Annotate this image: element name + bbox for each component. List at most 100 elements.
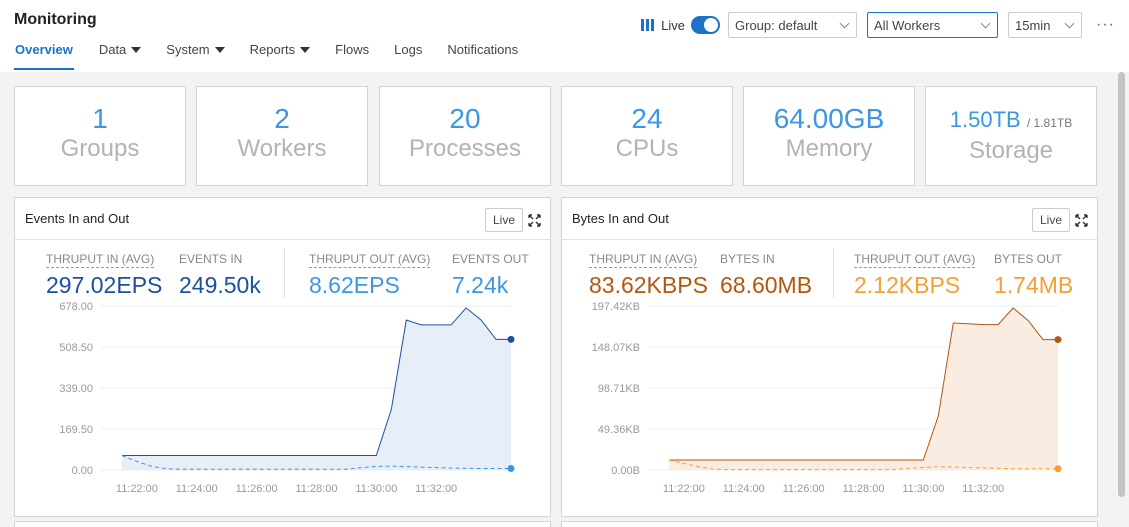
scrollbar-thumb[interactable] <box>1118 72 1125 497</box>
expand-icon[interactable] <box>528 214 541 227</box>
stat-card-storage[interactable]: 1.50TB / 1.81TB Storage <box>925 86 1097 186</box>
stat-value: 1.50TB <box>949 107 1021 132</box>
next-panel-edge <box>561 521 1098 527</box>
stat-card-workers[interactable]: 2 Workers <box>196 86 368 186</box>
tab-flows[interactable]: Flows <box>335 42 369 70</box>
stat-value: 2 <box>274 103 290 134</box>
tab-reports[interactable]: Reports <box>250 42 311 70</box>
x-tick-label: 11:24:00 <box>176 483 218 495</box>
panel-divider <box>562 239 1097 240</box>
live-toggle[interactable] <box>691 16 721 34</box>
stat-value: 64.00GB <box>773 103 885 134</box>
x-tick-label: 11:32:00 <box>415 483 457 495</box>
metric-value: 1.74MB <box>994 272 1074 298</box>
tab-label: Overview <box>15 42 73 57</box>
y-tick-label: 197.42KB <box>592 301 640 313</box>
stat-card-groups[interactable]: 1 Groups <box>14 86 186 186</box>
tab-label: Logs <box>394 42 423 57</box>
metric-thruput-out: THRUPUT OUT (AVG) 8.62EPS <box>309 250 431 299</box>
series-in-line[interactable] <box>668 307 1058 461</box>
bytes-chart[interactable]: 197.42KB 148.07KB 98.71KB 49.36KB 0.00B 11:22… <box>562 298 1097 498</box>
metric-thruput-in: THRUPUT IN (AVG) 83.62KBPS <box>589 250 708 299</box>
metric-bytes-out: BYTES OUT 1.74MB <box>994 250 1073 299</box>
scrollbar[interactable] <box>1115 72 1129 527</box>
tab-label: Flows <box>335 42 370 57</box>
tab-system[interactable]: System <box>166 42 225 70</box>
y-tick-label: 508.50 <box>59 342 93 354</box>
metric-label: THRUPUT IN (AVG) <box>46 252 155 268</box>
y-tick-label: 0.00 <box>72 465 93 477</box>
stat-label: Groups <box>60 135 140 162</box>
workers-select[interactable]: All Workers <box>867 12 999 38</box>
series-out-last-point[interactable] <box>1054 465 1062 473</box>
tab-notifications[interactable]: Notifications <box>447 42 518 70</box>
columns-icon <box>641 19 655 31</box>
x-tick-label: 11:24:00 <box>723 483 765 495</box>
y-tick-label: 169.50 <box>59 424 93 436</box>
metric-value: 249.50k <box>179 272 261 298</box>
header-controls: Live Group: default All Workers 15min ··… <box>641 12 1115 38</box>
caret-down-icon <box>214 47 225 53</box>
stat-label: Storage <box>968 137 1054 164</box>
metric-value: 83.62KBPS <box>589 272 708 298</box>
expand-icon[interactable] <box>1075 214 1088 227</box>
tab-logs[interactable]: Logs <box>394 42 422 70</box>
metric-label: THRUPUT IN (AVG) <box>589 252 698 268</box>
tab-data[interactable]: Data <box>98 42 142 70</box>
live-button[interactable]: Live <box>1031 208 1070 232</box>
y-tick-label: 49.36KB <box>598 424 640 436</box>
chevron-down-icon <box>1064 18 1075 28</box>
x-tick-label: 11:26:00 <box>783 483 825 495</box>
live-label: Live <box>661 17 686 33</box>
y-tick-label: 0.00B <box>611 465 640 477</box>
page-title: Monitoring <box>14 11 97 28</box>
metric-value: 2.12KBPS <box>854 272 961 298</box>
metric-separator <box>284 248 285 298</box>
series-out-last-point[interactable] <box>507 465 515 473</box>
metric-label: THRUPUT OUT (AVG) <box>854 252 976 268</box>
series-out-line[interactable] <box>121 455 511 470</box>
metric-label: EVENTS IN <box>179 252 243 266</box>
metric-events-out: EVENTS OUT 7.24k <box>452 250 529 299</box>
top-bar: Monitoring Overview Data System Reports … <box>0 0 1129 72</box>
stat-card-memory[interactable]: 64.00GB Memory <box>743 86 915 186</box>
panel-title: Bytes In and Out <box>572 211 669 226</box>
stat-value: 1 <box>92 103 108 134</box>
x-tick-label: 11:28:00 <box>842 483 884 495</box>
series-in-last-point[interactable] <box>507 335 515 343</box>
metric-label: EVENTS OUT <box>452 252 529 266</box>
metric-value: 68.60MB <box>720 272 813 298</box>
events-chart[interactable]: 678.00 508.50 339.00 169.50 0.00 11:22:00 11:2… <box>15 298 550 498</box>
time-range-select[interactable]: 15min <box>1008 12 1083 38</box>
workers-select-value: All Workers <box>874 17 941 33</box>
events-panel: Events In and Out Live THRUPUT IN (AVG) … <box>14 197 551 517</box>
caret-down-icon <box>131 47 142 53</box>
series-in-line[interactable] <box>121 307 511 456</box>
tab-overview[interactable]: Overview <box>14 42 74 70</box>
x-tick-label: 11:30:00 <box>355 483 397 495</box>
x-tick-label: 11:26:00 <box>236 483 278 495</box>
bytes-panel: Bytes In and Out Live THRUPUT IN (AVG) 8… <box>561 197 1098 517</box>
time-range-value: 15min <box>1015 17 1051 33</box>
metric-label: BYTES OUT <box>994 252 1063 266</box>
live-button[interactable]: Live <box>484 208 523 232</box>
x-tick-label: 11:28:00 <box>295 483 337 495</box>
metric-value: 297.02EPS <box>46 272 163 298</box>
caret-down-icon <box>300 47 311 53</box>
more-options-icon[interactable]: ··· <box>1096 16 1115 33</box>
metric-value: 8.62EPS <box>309 272 400 298</box>
chevron-down-icon <box>839 18 850 28</box>
x-tick-label: 11:32:00 <box>962 483 1004 495</box>
tab-label: Data <box>98 42 127 57</box>
series-out-line[interactable] <box>668 459 1058 471</box>
stat-card-cpus[interactable]: 24 CPUs <box>561 86 733 186</box>
series-in-last-point[interactable] <box>1054 336 1062 344</box>
stat-card-processes[interactable]: 20 Processes <box>379 86 551 186</box>
group-select[interactable]: Group: default <box>728 12 858 38</box>
tab-label: Reports <box>249 42 296 57</box>
stat-value: 20 <box>449 103 481 134</box>
metric-events-in: EVENTS IN 249.50k <box>179 250 261 299</box>
x-tick-label: 11:30:00 <box>902 483 944 495</box>
panel-title: Events In and Out <box>25 211 130 226</box>
metric-label: BYTES IN <box>720 252 775 266</box>
